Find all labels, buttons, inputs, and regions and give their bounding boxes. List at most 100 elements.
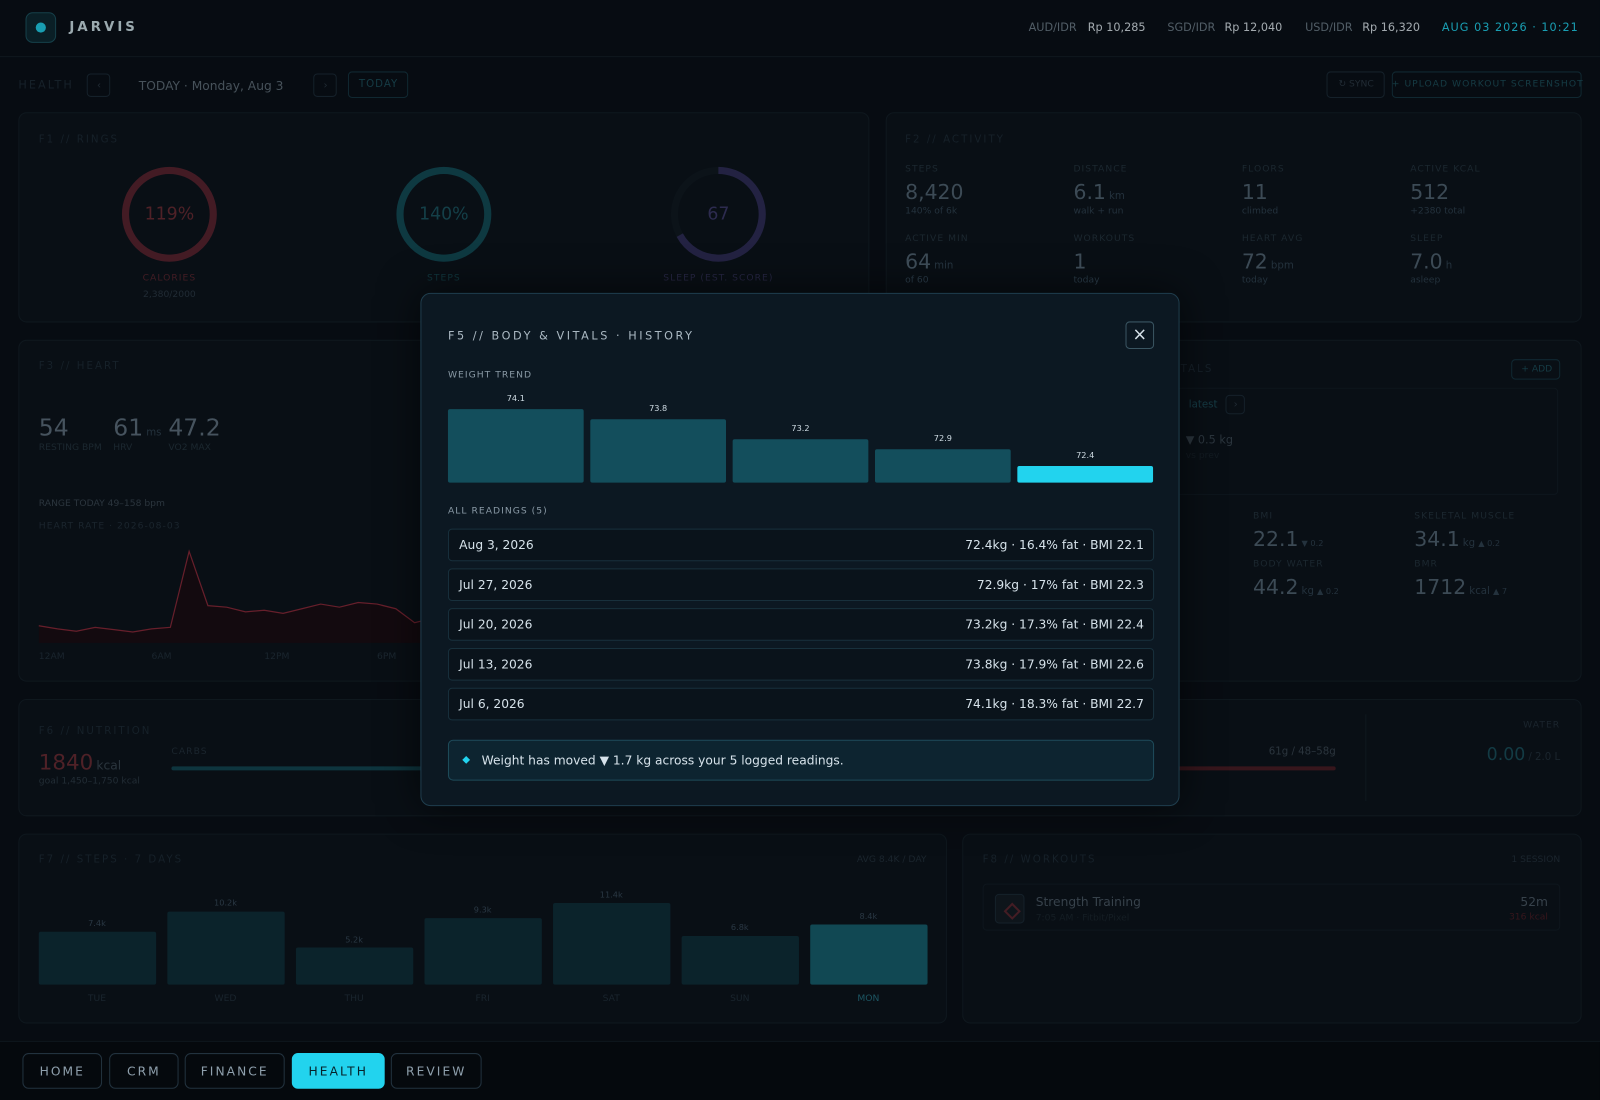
today-button[interactable]: TODAY bbox=[347, 71, 409, 98]
reading-summary: 74.1kg · 18.3% fat · BMI 22.7 bbox=[965, 696, 1144, 712]
nav-button[interactable]: HEALTH bbox=[291, 1053, 385, 1089]
bar bbox=[447, 409, 584, 483]
stat-label: WORKOUTS bbox=[1073, 233, 1136, 244]
rate-pair: AUD/IDR bbox=[1028, 20, 1077, 35]
bar bbox=[732, 439, 869, 483]
stat-sub: climbed bbox=[1241, 206, 1279, 217]
bar-label: 73.8 bbox=[649, 403, 667, 413]
workout-item[interactable] bbox=[982, 883, 1561, 931]
ring-name: STEPS bbox=[427, 273, 461, 284]
modal-title: F5 // BODY & VITALS · HISTORY bbox=[447, 329, 695, 343]
sync-button[interactable]: ↻ SYNC bbox=[1326, 71, 1385, 98]
note: Weight has moved ▼ 1.7 kg across your 5 … bbox=[481, 753, 844, 768]
stat-label: BMI bbox=[1253, 511, 1274, 522]
weight-delta-sub: vs prev bbox=[1185, 451, 1220, 462]
change: ▲ 0.2 bbox=[1478, 538, 1501, 548]
x-tick-label: THU bbox=[344, 993, 364, 1005]
value: 44.2 bbox=[1253, 574, 1299, 599]
bar bbox=[553, 903, 671, 985]
value: 61 bbox=[113, 415, 144, 442]
nav-button[interactable]: HOME bbox=[22, 1053, 103, 1089]
bar-label: 9.3k bbox=[473, 905, 492, 915]
stat-label: ACTIVE MIN bbox=[905, 233, 969, 244]
workout-kcal: 316 kcal bbox=[1508, 912, 1548, 923]
unit: kg bbox=[1462, 537, 1476, 549]
reading-row[interactable]: Jul 13, 2026 73.8kg · 17.9% fat · BMI 22.… bbox=[447, 647, 1155, 681]
rate-value: Rp 16,320 bbox=[1362, 20, 1421, 35]
stat-sub: 140% of 6k bbox=[905, 206, 958, 217]
stat-label: RESTING BPM bbox=[38, 442, 102, 454]
unit: km bbox=[1108, 190, 1125, 203]
nav-button[interactable]: CRM bbox=[109, 1053, 179, 1089]
nav-button[interactable]: FINANCE bbox=[184, 1053, 285, 1089]
bar-label: 72.9 bbox=[934, 433, 952, 443]
ring-name: CALORIES bbox=[142, 273, 197, 284]
upload-button[interactable]: + UPLOAD WORKOUT SCREENSHOT bbox=[1392, 71, 1583, 98]
add-button[interactable]: + ADD bbox=[1511, 359, 1561, 380]
stat-value: 6.1 km bbox=[1073, 180, 1124, 204]
stat-value: 54 bbox=[39, 415, 69, 442]
stat-value: 61 ms bbox=[113, 415, 161, 442]
bar bbox=[874, 449, 1011, 483]
stat-sub: today bbox=[1073, 275, 1100, 286]
modal: F5 // BODY & VITALS · HISTORY × WEIGHT T… bbox=[420, 292, 1180, 807]
heart-chart-label: HEART RATE · 2026-08-03 bbox=[38, 521, 181, 532]
stat-label: HEART AVG bbox=[1241, 233, 1304, 244]
reading-row[interactable]: Aug 3, 2026 72.4kg · 16.4% fat · BMI 22.1 bbox=[447, 528, 1155, 562]
panel-title: F7 // STEPS · 7 DAYS bbox=[38, 854, 184, 866]
stat-label: HRV bbox=[113, 442, 133, 454]
bar-label: 73.2 bbox=[791, 423, 809, 433]
trend-label: WEIGHT TREND bbox=[447, 370, 533, 381]
ring-value: 119% bbox=[144, 204, 195, 225]
heart-area bbox=[38, 551, 490, 643]
unit: h bbox=[1445, 260, 1453, 272]
prev-icon: ‹ bbox=[96, 80, 102, 92]
stat-label: BMR bbox=[1414, 559, 1438, 570]
date-label: TODAY · Monday, Aug 3 bbox=[138, 78, 284, 93]
reading-row[interactable]: Jul 6, 2026 74.1kg · 18.3% fat · BMI 22.7 bbox=[447, 687, 1155, 721]
rate-value: Rp 10,285 bbox=[1087, 20, 1146, 35]
nav-button[interactable]: REVIEW bbox=[390, 1053, 482, 1089]
prev-button[interactable]: ‹ bbox=[86, 73, 111, 97]
stat-value: 8,420 bbox=[905, 180, 963, 204]
reading-row[interactable]: Jul 27, 2026 72.9kg · 17% fat · BMI 22.3 bbox=[447, 568, 1155, 602]
stat-sub: asleep bbox=[1410, 275, 1441, 286]
heart-range: RANGE TODAY 49–158 bpm bbox=[38, 498, 165, 510]
steps-avg: AVG 8.4K / DAY bbox=[856, 855, 927, 866]
value: 64 bbox=[905, 248, 932, 274]
stat-value: 7.0 h bbox=[1410, 249, 1452, 273]
rings-panel bbox=[18, 112, 870, 323]
stat-value: 1712 kcal ▲ 7 bbox=[1414, 574, 1507, 598]
unit: ms bbox=[146, 427, 162, 439]
stat-value: 1 bbox=[1073, 249, 1086, 273]
today-label: TODAY bbox=[358, 79, 399, 91]
workout-sub: 7:05 AM · Fitbit/Pixel bbox=[1035, 913, 1130, 924]
panel-title: F2 // ACTIVITY bbox=[905, 134, 1006, 146]
kcal-goal: goal 1,450–1,750 kcal bbox=[38, 776, 140, 787]
vitals-next[interactable]: › bbox=[1225, 394, 1245, 415]
x-tick-label: SUN bbox=[730, 993, 750, 1005]
water-value: 0.00/ 2.0 L bbox=[1487, 745, 1561, 765]
value: 72 bbox=[1241, 248, 1268, 274]
next-button[interactable]: › bbox=[313, 73, 337, 97]
close-button[interactable]: × bbox=[1125, 321, 1155, 349]
stat-label: SLEEP bbox=[1410, 233, 1444, 244]
add-label: + ADD bbox=[1521, 364, 1553, 375]
bar-label: 6.8k bbox=[730, 923, 749, 933]
x-tick-label: FRI bbox=[475, 993, 490, 1005]
unit: bpm bbox=[1270, 260, 1294, 272]
bar-label: 8.4k bbox=[859, 911, 878, 921]
stat-label: DISTANCE bbox=[1073, 164, 1128, 175]
panel-title: F3 // HEART bbox=[38, 360, 121, 372]
bar bbox=[810, 924, 928, 985]
sync-label: ↻ SYNC bbox=[1338, 79, 1374, 90]
stat-label: ACTIVE KCAL bbox=[1410, 164, 1481, 175]
reading-row[interactable]: Jul 20, 2026 73.2kg · 17.3% fat · BMI 22.… bbox=[447, 608, 1155, 641]
stat-value: 44.2 kg ▲ 0.2 bbox=[1253, 574, 1339, 598]
bar bbox=[167, 911, 285, 985]
bar bbox=[38, 931, 157, 985]
section-label: HEALTH bbox=[18, 78, 74, 92]
value: 54 bbox=[38, 415, 69, 442]
stat-value: 47.2 bbox=[168, 415, 220, 442]
